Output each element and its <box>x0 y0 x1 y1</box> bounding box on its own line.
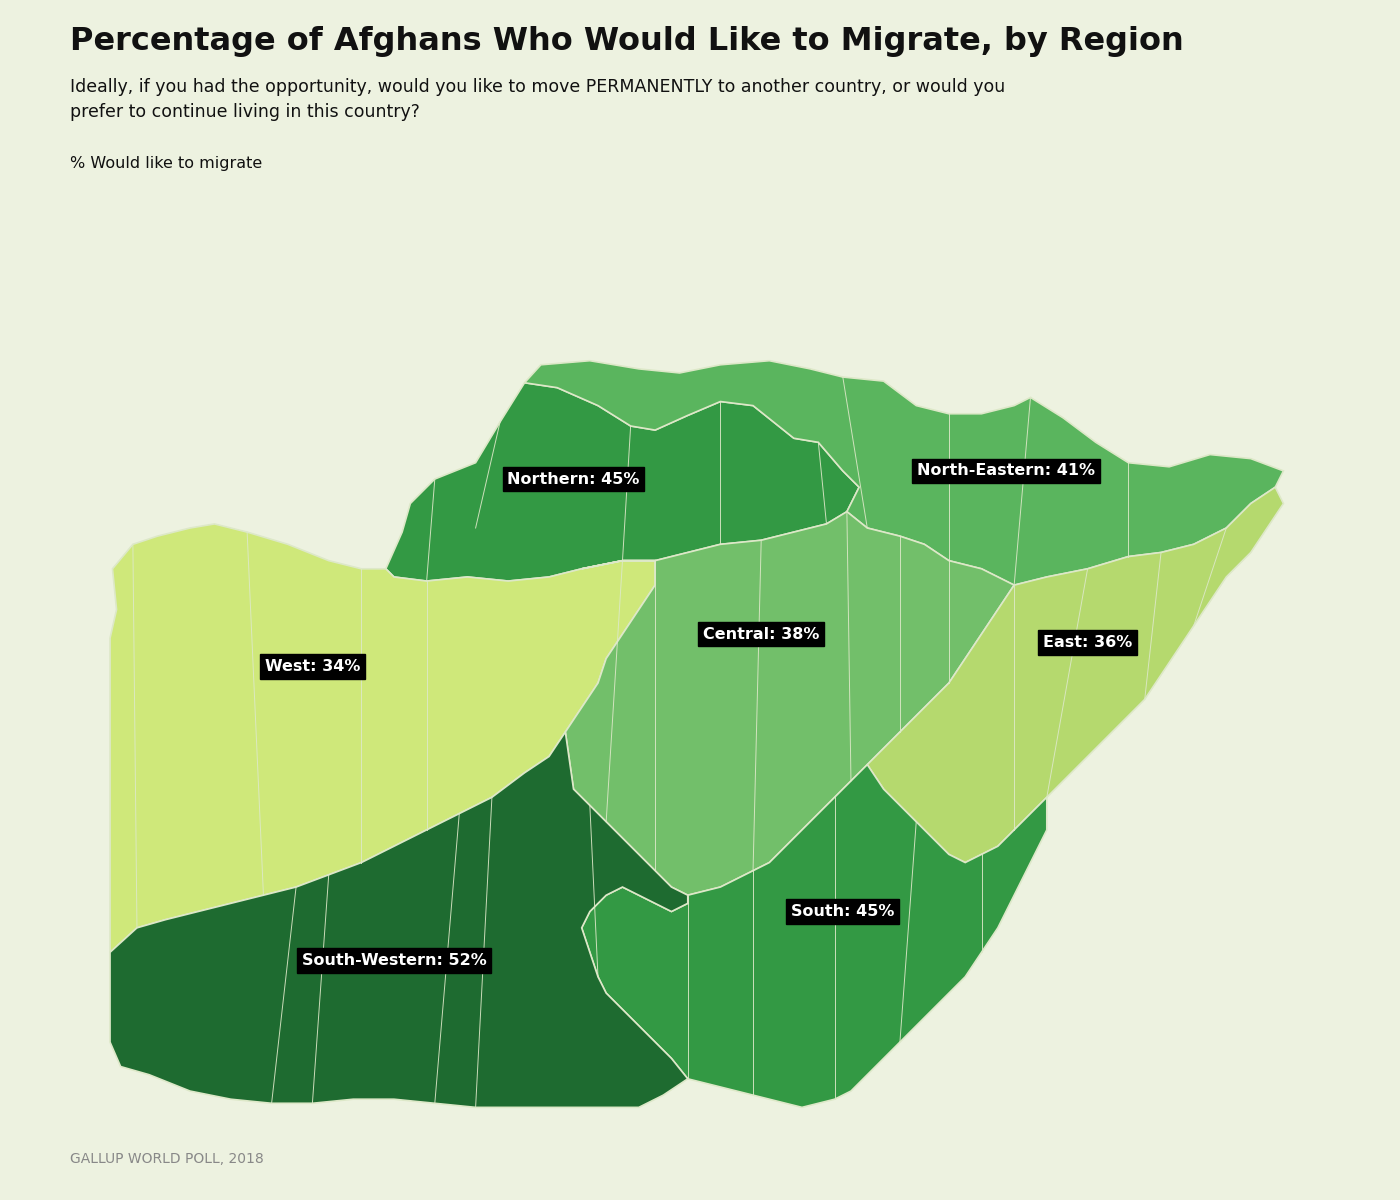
Polygon shape <box>386 383 860 581</box>
Text: North-Eastern: 41%: North-Eastern: 41% <box>917 463 1095 479</box>
Text: East: 36%: East: 36% <box>1043 635 1133 649</box>
Polygon shape <box>566 511 1014 895</box>
Text: South: 45%: South: 45% <box>791 904 895 919</box>
Polygon shape <box>525 361 1284 586</box>
Text: GALLUP WORLD POLL, 2018: GALLUP WORLD POLL, 2018 <box>70 1152 263 1166</box>
Polygon shape <box>111 524 655 953</box>
Text: % Would like to migrate: % Would like to migrate <box>70 156 262 170</box>
Polygon shape <box>111 732 687 1108</box>
Text: Central: 38%: Central: 38% <box>703 626 819 642</box>
Text: Ideally, if you had the opportunity, would you like to move PERMANENTLY to anoth: Ideally, if you had the opportunity, wou… <box>70 78 1005 121</box>
Polygon shape <box>581 764 1047 1108</box>
Text: West: 34%: West: 34% <box>265 659 360 674</box>
Polygon shape <box>867 487 1284 863</box>
Text: South-Western: 52%: South-Western: 52% <box>301 953 486 968</box>
Text: Percentage of Afghans Who Would Like to Migrate, by Region: Percentage of Afghans Who Would Like to … <box>70 26 1184 58</box>
Text: Northern: 45%: Northern: 45% <box>507 472 640 486</box>
